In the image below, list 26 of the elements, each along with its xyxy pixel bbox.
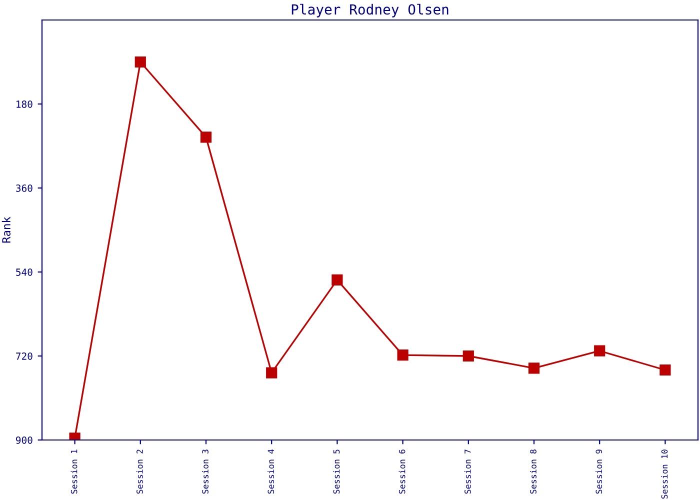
point [397,350,408,361]
x-tick-label: Session 6 [398,450,406,494]
x-tick-label: Session 9 [596,450,602,494]
point [594,345,606,356]
y-tick-label: 360 [16,184,32,192]
x-tick-label: Session 1 [70,450,78,494]
x-tick-label: Session 3 [202,450,208,494]
y-tick-label: 180 [16,100,32,108]
x-tick-label: Session 10 [661,450,668,499]
point [134,56,146,68]
y-tick-label: 720 [16,352,32,360]
x-tick-label: Session 7 [464,450,471,494]
x-tick-label: Session 8 [530,450,536,494]
point [462,350,474,362]
chart-title: Player Rodney Olsen [292,4,448,18]
y-tick-label: 900 [16,436,32,444]
x-tick-label: Session 2 [136,450,143,494]
x-tick-label: Session 5 [333,450,340,494]
point [332,274,343,286]
x-tick-label: Session 4 [268,449,274,494]
y-tick-label: 540 [16,268,32,276]
y-axis-title: Rank [2,216,10,243]
point [266,367,278,378]
point [200,132,212,143]
point [660,364,671,376]
point [528,362,540,374]
